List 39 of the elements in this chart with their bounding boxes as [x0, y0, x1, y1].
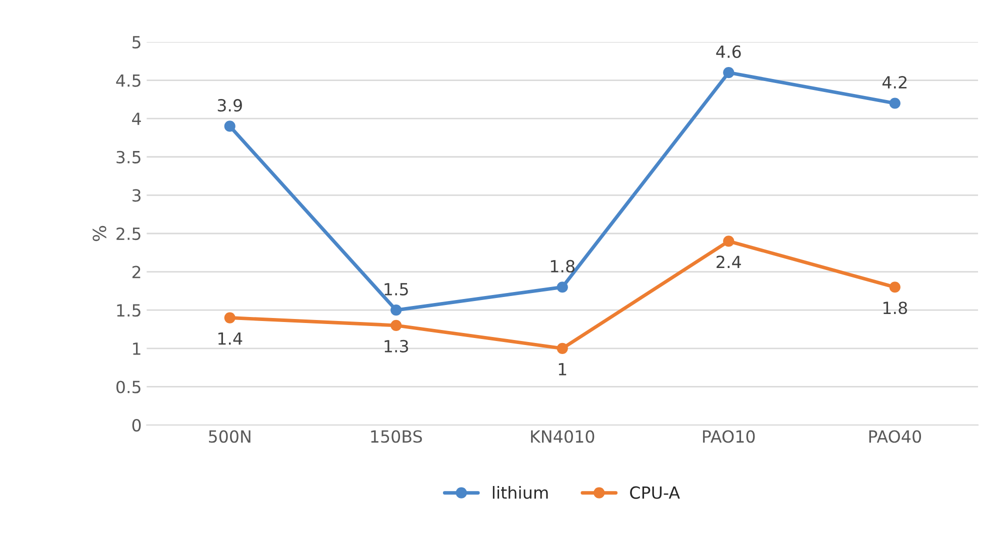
point — [723, 236, 734, 247]
x-tick-label: 150BS — [371, 430, 422, 443]
y-tick-label: 2.5 — [116, 227, 140, 240]
data-label: 2.4 — [716, 256, 741, 268]
x-tick-label: PAO40 — [869, 430, 922, 443]
y-tick-label: 0.5 — [116, 380, 140, 394]
point — [723, 67, 734, 78]
point — [889, 282, 900, 293]
data-label: 1.5 — [384, 283, 408, 296]
y-tick-label: 3 — [132, 189, 141, 202]
y-tick-label: 4.5 — [116, 74, 140, 87]
data-label: 4.6 — [716, 45, 741, 58]
data-label: 1 — [558, 363, 566, 376]
y-tick-label: 2 — [132, 266, 140, 278]
point — [224, 312, 236, 324]
y-tick-label: 0 — [132, 419, 141, 432]
point — [224, 120, 236, 132]
y-tick-label: 1 — [133, 342, 140, 355]
y-axis-title: % — [92, 226, 106, 242]
x-tick-label: PAO10 — [703, 430, 755, 443]
data-label: 1.8 — [883, 302, 908, 314]
y-tick-label: 5 — [132, 36, 140, 49]
data-label: 4.2 — [882, 76, 906, 88]
data-label: 1.4 — [218, 332, 242, 345]
point — [390, 320, 402, 331]
data-label: 3.9 — [218, 99, 242, 112]
y-tick-label: 1.5 — [117, 304, 140, 317]
y-tick-label: 4 — [132, 112, 141, 125]
x-tick-label: 500N — [208, 430, 250, 443]
point — [889, 98, 900, 109]
point — [556, 282, 568, 293]
point — [556, 342, 568, 354]
data-label: 1.8 — [550, 260, 574, 273]
legend-label: lithium — [492, 486, 548, 499]
point — [390, 304, 402, 316]
y-tick-label: 3.5 — [116, 150, 140, 164]
legend-label: CPU-A — [630, 486, 680, 499]
data-label: 1.3 — [384, 340, 408, 352]
x-tick-label: KN4010 — [531, 430, 594, 443]
